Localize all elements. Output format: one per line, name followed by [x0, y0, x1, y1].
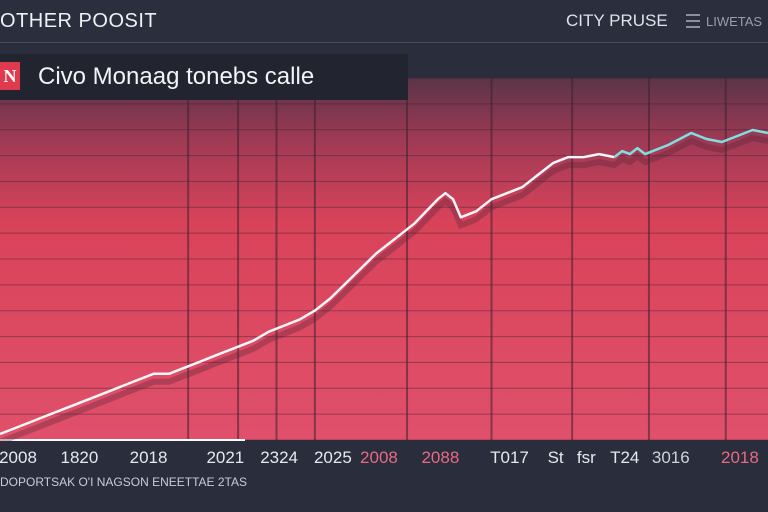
- series-line-highlight: [613, 128, 768, 159]
- chart-area: [0, 42, 768, 512]
- x-tick-label: 2324: [260, 448, 299, 467]
- series-line: [0, 152, 615, 436]
- x-tick-label: T24: [610, 448, 640, 467]
- x-tick-label: St: [547, 448, 564, 467]
- x-tick-label: 2018: [720, 448, 759, 467]
- x-tick-label: 2018: [129, 448, 168, 467]
- x-tick-label: 2025: [313, 448, 352, 467]
- x-tick-label: T017: [490, 448, 529, 467]
- brand-logo[interactable]: OTHER POOSIT: [0, 10, 158, 32]
- nav-link-liwetas[interactable]: LIWETAS: [706, 14, 763, 29]
- x-tick-label: 2008: [0, 448, 37, 467]
- x-tick-label: 3016: [651, 448, 690, 467]
- line-chart: [0, 77, 768, 445]
- footer-note: DOPORTSAK O'I NAGSON ENEETTAE 2TAS: [0, 475, 248, 489]
- chart-title-bar: [0, 54, 408, 100]
- chart-title: Civo Monaag tonebs calle: [38, 63, 315, 90]
- x-tick-label: fsr: [576, 448, 596, 467]
- x-tick-label: 1820: [60, 448, 99, 467]
- x-tick-label: 2021: [206, 448, 245, 467]
- nav-link-city-pruse[interactable]: CITY PRUSE: [566, 11, 668, 30]
- series-line-shadow: [0, 134, 768, 445]
- x-tick-label: 2088: [421, 448, 460, 467]
- menu-icon[interactable]: [686, 14, 700, 28]
- top-bar: OTHER POOSIT CITY PRUSE LIWETAS: [0, 0, 768, 43]
- plot-background: [0, 78, 768, 440]
- x-tick-label: 2008: [360, 448, 398, 467]
- title-badge: N: [0, 62, 20, 90]
